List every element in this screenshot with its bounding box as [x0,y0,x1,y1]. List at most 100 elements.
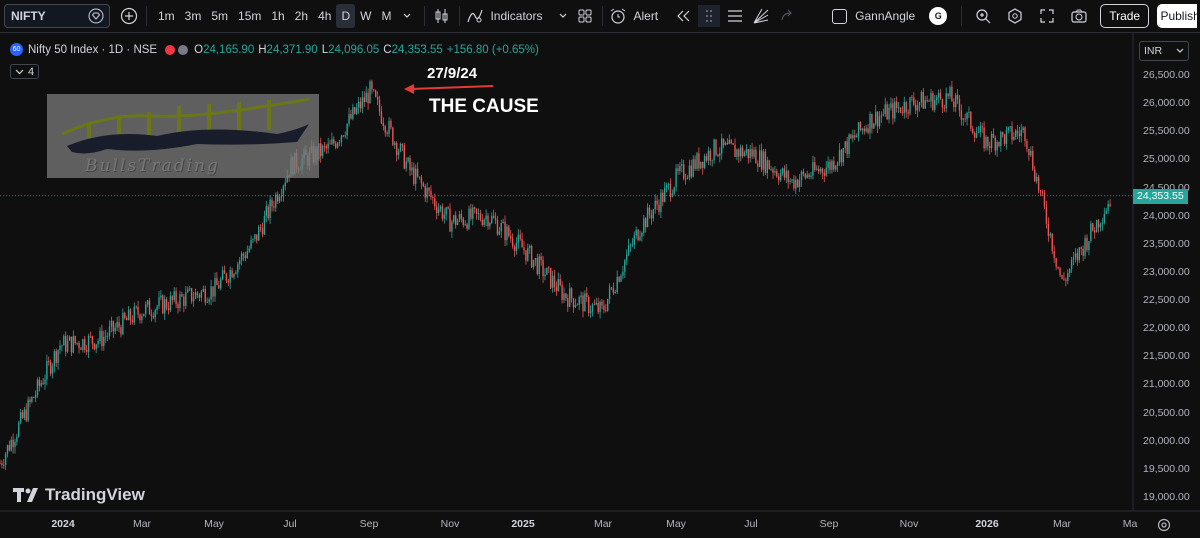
settings-hexagon-icon[interactable] [1004,5,1026,27]
candle-body [76,342,78,344]
candle-body [443,214,445,219]
candle-body [441,206,444,219]
replay-rewind-icon[interactable] [672,5,694,27]
trade-button[interactable]: Trade [1100,4,1150,28]
candle-body [985,136,987,149]
candles-icon[interactable] [431,5,453,27]
candle-body [565,293,567,299]
chevron-down-icon[interactable] [396,5,418,27]
indicators-collapse-toggle[interactable]: 4 [10,64,40,79]
close-key: C [383,43,392,56]
checkbox-icon[interactable] [832,8,848,24]
currency-selector[interactable]: INR [1139,41,1189,61]
candle-body [1086,237,1088,251]
magnifier-icon[interactable] [972,5,994,27]
candle-body [679,165,681,171]
change-value: +156.80 (+0.65%) [446,43,539,56]
candle-body [671,193,673,197]
candle-body [717,154,719,156]
template-badge[interactable]: G [929,7,948,25]
tradingview-logo[interactable]: TradingView [13,485,145,505]
redo-icon[interactable] [776,5,798,27]
timeframe-1h[interactable]: 1h [271,9,285,23]
camera-icon[interactable] [1068,5,1090,27]
candle-body [966,112,968,120]
candle-body [432,197,434,199]
time-tick-label: May [204,518,224,530]
diamond-icon[interactable] [88,8,104,24]
candle-body [696,153,698,169]
candle-body [416,168,419,177]
chevron-down-icon[interactable] [552,5,574,27]
candle-body [884,104,886,115]
candle-body [755,149,757,164]
candle-body [937,92,940,98]
fan-tool-icon[interactable] [750,5,772,27]
candle-body [616,277,618,293]
candle-body [38,379,41,386]
timeframe-1m[interactable]: 1m [158,9,175,23]
publish-button[interactable]: Publish [1157,4,1198,28]
candle-body [428,187,430,191]
candle-body [833,160,835,170]
candle-body [477,213,480,215]
candle-body [1055,257,1057,267]
candlestick-chart[interactable] [0,33,1200,538]
chart-pane[interactable]: 60 Nifty 50 Index · 1D · NSE O 24,165.90… [0,33,1200,538]
candle-body [911,97,913,98]
layouts-grid-icon[interactable] [574,5,596,27]
candle-body [137,306,139,315]
candle-body [848,134,850,154]
candle-body [373,89,375,91]
candle-body [515,242,518,251]
candle-body [536,258,539,275]
candle-body [762,151,765,170]
candle-body [456,220,459,225]
candle-body [240,253,243,261]
template-selector[interactable]: GannAngle [832,4,915,28]
horizontal-lines-tool-icon[interactable] [724,5,746,27]
candle-body [532,259,535,268]
symbol-search-input[interactable]: NIFTY [4,4,110,28]
candle-body [772,169,774,173]
candle-body [188,288,191,290]
candle-body [386,132,388,134]
candle-body [1076,253,1079,261]
alert-button[interactable]: Alert [609,4,658,28]
candle-body [365,92,367,103]
timeframe-w[interactable]: W [360,9,372,23]
compare-add-icon[interactable] [118,5,140,27]
candle-body [817,168,820,172]
timeframe-15m[interactable]: 15m [238,9,262,23]
candle-body [724,142,727,146]
candle-body [359,101,362,109]
timeframe-3m[interactable]: 3m [184,9,202,23]
candle-body [694,159,696,169]
legend-title[interactable]: Nifty 50 Index · 1D · NSE [28,43,158,56]
timeframe-2h[interactable]: 2h [294,9,309,23]
drag-handle-icon[interactable] [698,5,721,27]
candle-body [496,220,499,235]
candle-body [162,295,164,314]
candle-body [612,288,615,293]
timeframe-m[interactable]: M [381,9,392,23]
indicators-button[interactable]: Indicators [466,4,542,28]
chevron-down-icon [1176,48,1184,53]
candle-body [179,294,181,309]
fullscreen-icon[interactable] [1036,5,1058,27]
timeframe-d[interactable]: D [336,4,356,28]
candle-body [333,139,335,144]
annotation-text[interactable]: THE CAUSE [429,96,539,117]
timeframe-5m[interactable]: 5m [211,9,229,23]
collapsed-count: 4 [28,65,35,78]
candle-body [97,341,99,345]
candle-body [474,207,476,209]
candle-body [918,102,921,106]
gear-icon[interactable] [1157,518,1171,532]
candle-body [584,293,586,312]
candle-body [1018,133,1021,137]
annotation-date-label[interactable]: 27/9/24 [427,65,478,82]
candle-body [901,112,904,114]
candle-body [12,439,14,448]
timeframe-4h[interactable]: 4h [318,9,332,23]
